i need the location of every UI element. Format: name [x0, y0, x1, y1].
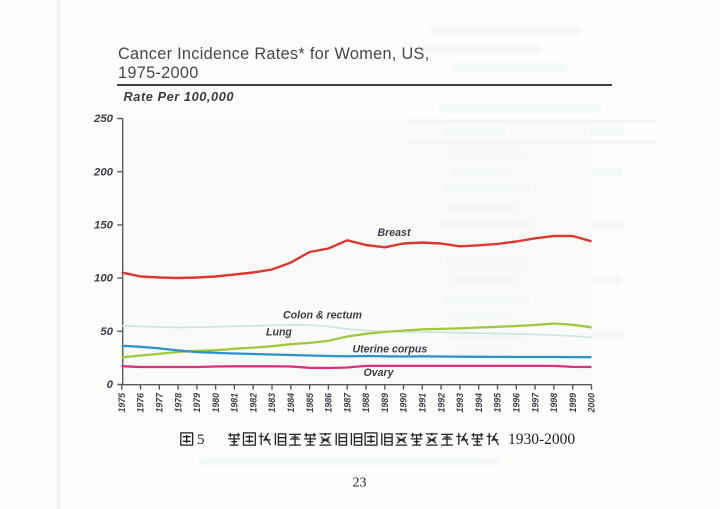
svg-text:1991: 1991: [418, 393, 428, 413]
svg-text:1998: 1998: [549, 393, 559, 413]
svg-text:100: 100: [94, 273, 114, 285]
svg-text:1992: 1992: [436, 393, 446, 413]
svg-text:200: 200: [93, 166, 114, 178]
svg-text:1999: 1999: [568, 393, 578, 413]
svg-text:1981: 1981: [230, 393, 240, 413]
svg-text:1993: 1993: [455, 393, 465, 413]
svg-text:1986: 1986: [324, 393, 334, 413]
svg-text:Uterine corpus: Uterine corpus: [353, 344, 428, 356]
svg-text:1982: 1982: [248, 393, 258, 413]
svg-text:1976: 1976: [136, 393, 146, 413]
svg-text:1978: 1978: [173, 393, 183, 413]
svg-text:1930-2000: 1930-2000: [508, 431, 575, 448]
svg-text:1995: 1995: [493, 393, 503, 413]
svg-text:1996: 1996: [512, 393, 522, 413]
svg-text:1979: 1979: [192, 393, 202, 413]
svg-text:Lung: Lung: [266, 327, 292, 339]
svg-text:150: 150: [94, 220, 114, 232]
svg-text:0: 0: [107, 379, 114, 391]
svg-text:Ovary: Ovary: [364, 367, 395, 379]
svg-text:5: 5: [197, 432, 205, 448]
svg-text:1980: 1980: [211, 393, 221, 413]
svg-text:1977: 1977: [155, 392, 165, 413]
svg-text:Colon & rectum: Colon & rectum: [283, 310, 362, 322]
svg-text:50: 50: [100, 326, 113, 338]
svg-text:1987: 1987: [342, 392, 352, 413]
svg-text:23: 23: [353, 476, 367, 491]
svg-text:1983: 1983: [267, 393, 277, 413]
svg-text:1988: 1988: [361, 393, 371, 413]
svg-text:1990: 1990: [399, 393, 409, 413]
svg-text:1975: 1975: [117, 393, 127, 413]
svg-text:250: 250: [93, 113, 114, 125]
svg-text:Breast: Breast: [378, 227, 411, 239]
svg-text:1997: 1997: [530, 392, 540, 413]
svg-text:2000: 2000: [587, 393, 597, 414]
svg-text:1989: 1989: [380, 393, 390, 413]
svg-text:1985: 1985: [305, 393, 315, 413]
svg-text:1984: 1984: [286, 393, 296, 413]
svg-text:1994: 1994: [474, 393, 484, 413]
